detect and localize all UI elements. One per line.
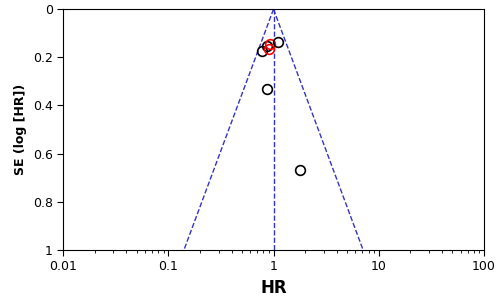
Y-axis label: SE (log [HR]): SE (log [HR]) — [14, 84, 27, 175]
X-axis label: HR: HR — [260, 279, 287, 297]
